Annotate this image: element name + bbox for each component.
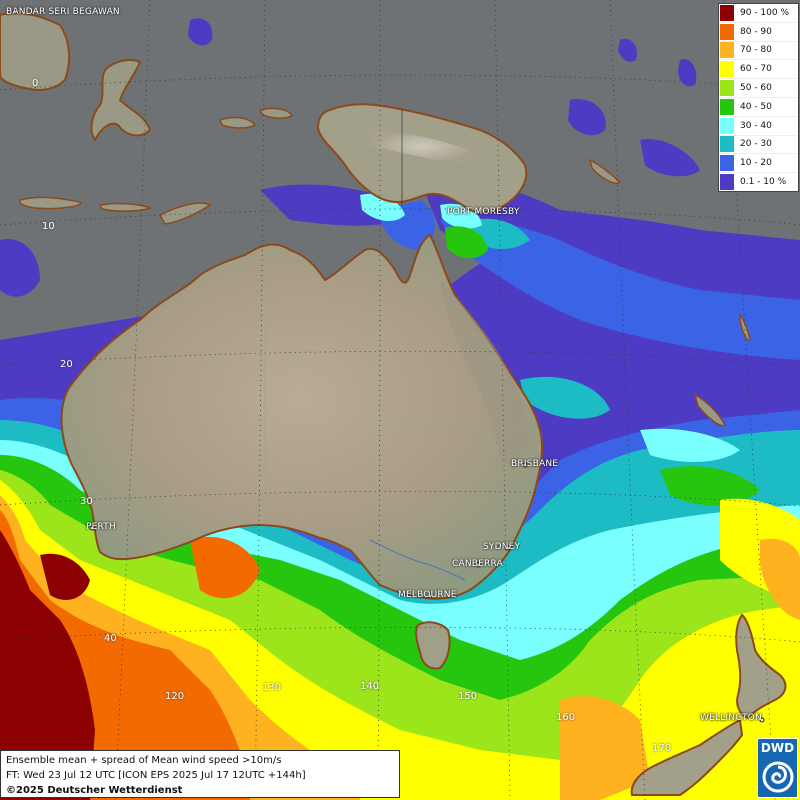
legend-label: 40 - 50 [740,101,772,112]
lat-label-10: 10 [42,221,55,232]
legend-label: 60 - 70 [740,64,772,75]
lon-label-130: 130 [262,682,282,693]
nz-south-island [630,718,744,796]
legend-label: 90 - 100 % [740,7,790,18]
lat-label-20: 20 [60,359,73,370]
legend-swatch [720,136,734,153]
legend-row: 30 - 40 [719,117,798,136]
lat-label-40: 40 [104,633,117,644]
dwd-logo-text: DWD [760,741,795,755]
legend-swatch [720,80,734,97]
australia-landmass [60,233,544,600]
legend-swatch [720,23,734,40]
lon-label-160: 160 [556,712,576,723]
dwd-swirl-icon [762,761,794,793]
land-areas [0,12,787,796]
dwd-logo: DWD [757,738,798,798]
legend-swatch [720,42,734,59]
city-label-bandar-seri-begawan: BANDAR SERI BEGAWAN [6,7,120,17]
legend-swatch [720,98,734,115]
legend-swatch [720,61,734,78]
city-label-brisbane: BRISBANE [511,459,559,469]
city-label-melbourne: MELBOURNE [398,590,457,600]
tasmania-landmass [415,621,451,670]
legend-row: 60 - 70 [719,60,798,80]
legend-row: 90 - 100 % [719,4,798,23]
city-label-wellington: WELLINGTON [700,713,762,723]
city-label-port-moresby: PORT MORESBY [447,207,520,217]
lon-label-140: 140 [360,681,380,692]
new-caledonia [693,393,727,427]
nz-north-island [735,613,787,720]
city-markers [12,9,765,723]
murray-river [369,539,466,581]
legend-swatch [720,4,734,21]
borneo-landmass [0,12,71,91]
city-label-sydney: SYDNEY [483,542,521,552]
lat-label-0: 0 [32,78,39,89]
legend-row: 50 - 60 [719,79,798,98]
legend-row: 20 - 30 [719,136,798,155]
lon-label-150: 150 [458,691,478,702]
lon-label-170: 170 [652,743,672,754]
info-box: Ensemble mean + spread of Mean wind spee… [0,750,400,798]
info-title: Ensemble mean + spread of Mean wind spee… [6,755,282,766]
legend-row: 10 - 20 [719,154,798,174]
borders [264,110,530,546]
city-label-perth: PERTH [86,522,116,532]
legend-label: 50 - 60 [740,83,772,94]
legend-row: 80 - 90 [719,23,798,42]
lon-label-120: 120 [165,691,185,702]
city-label-canberra: CANBERRA [452,559,503,569]
legend-label: 20 - 30 [740,139,772,150]
legend-row: 70 - 80 [719,42,798,61]
legend-swatch [720,117,734,134]
legend-row: 0.1 - 10 % [719,173,798,191]
legend-row: 40 - 50 [719,98,798,117]
legend-swatch [720,155,734,172]
info-copyright: ©2025 Deutscher Wetterdienst [6,785,183,796]
legend-label: 0.1 - 10 % [740,177,787,188]
legend-label: 70 - 80 [740,45,772,56]
legend-label: 10 - 20 [740,158,772,169]
legend-label: 80 - 90 [740,26,772,37]
legend-swatch [720,174,734,191]
lat-label-30: 30 [80,496,93,507]
probability-legend: 90 - 100 % 80 - 90 70 - 80 60 - 70 50 - … [718,3,799,192]
legend-label: 30 - 40 [740,120,772,131]
sulawesi-landmass [90,59,152,142]
info-forecast-time: FT: Wed 23 Jul 12 UTC [ICON EPS 2025 Jul… [6,770,306,781]
